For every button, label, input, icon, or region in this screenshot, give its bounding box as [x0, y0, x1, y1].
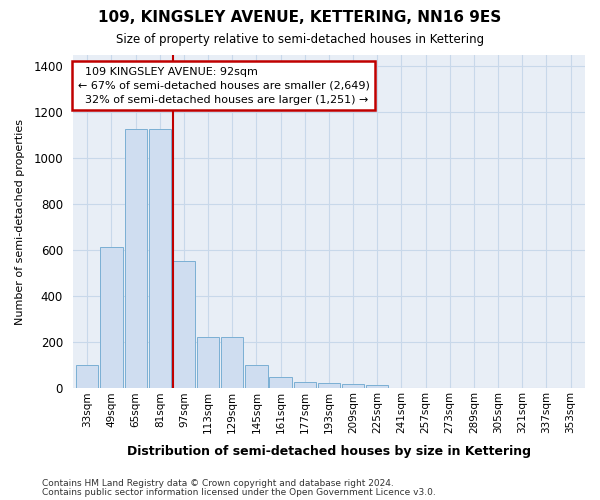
Bar [366, 385, 388, 388]
X-axis label: Distribution of semi-detached houses by size in Kettering: Distribution of semi-detached houses by … [127, 444, 531, 458]
Y-axis label: Number of semi-detached properties: Number of semi-detached properties [15, 118, 25, 324]
Bar [149, 128, 171, 388]
Bar [293, 382, 316, 388]
Bar [342, 384, 364, 388]
Bar [76, 366, 98, 388]
Bar [318, 382, 340, 388]
Bar [245, 366, 268, 388]
Bar [269, 377, 292, 388]
Bar [173, 261, 195, 388]
Text: 109, KINGSLEY AVENUE, KETTERING, NN16 9ES: 109, KINGSLEY AVENUE, KETTERING, NN16 9E… [98, 10, 502, 25]
Bar [100, 247, 122, 388]
Bar [197, 336, 219, 388]
Text: 109 KINGSLEY AVENUE: 92sqm
← 67% of semi-detached houses are smaller (2,649)
  3: 109 KINGSLEY AVENUE: 92sqm ← 67% of semi… [78, 66, 370, 104]
Text: Contains HM Land Registry data © Crown copyright and database right 2024.: Contains HM Land Registry data © Crown c… [42, 479, 394, 488]
Bar [125, 128, 147, 388]
Text: Contains public sector information licensed under the Open Government Licence v3: Contains public sector information licen… [42, 488, 436, 497]
Text: Size of property relative to semi-detached houses in Kettering: Size of property relative to semi-detach… [116, 32, 484, 46]
Bar [221, 336, 244, 388]
